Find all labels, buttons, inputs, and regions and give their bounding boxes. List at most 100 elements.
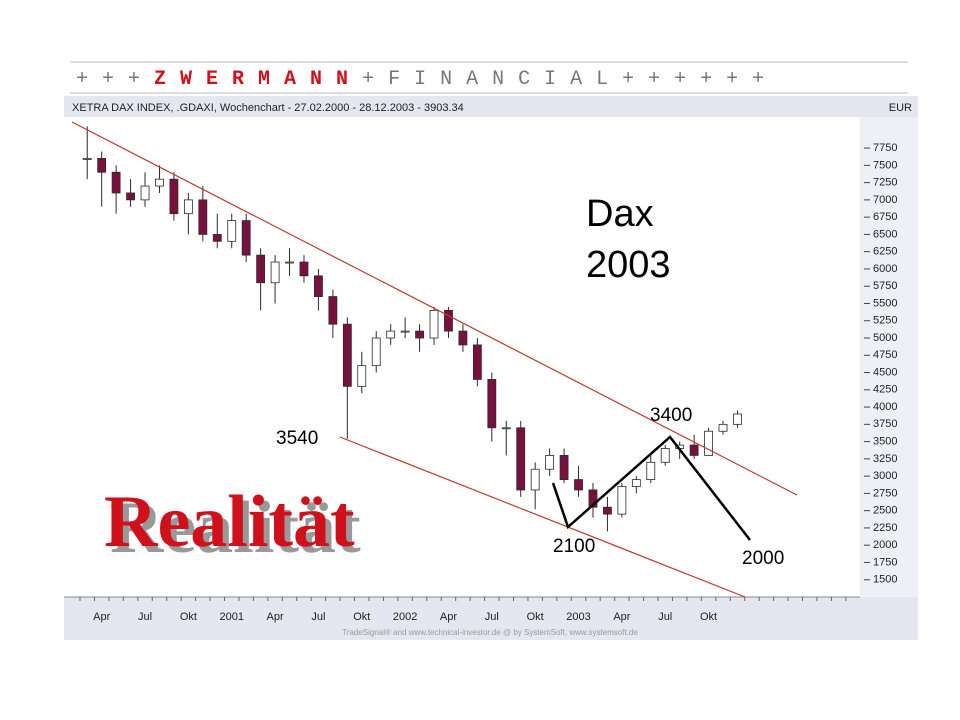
candle-body xyxy=(126,192,135,201)
y-tick-label: 3000 xyxy=(873,470,897,482)
candle-body xyxy=(603,506,612,515)
header-brand: Z W E R M A N N xyxy=(154,68,349,91)
y-tick-label: 4500 xyxy=(873,366,897,378)
x-tick-label: Okt xyxy=(700,611,717,623)
candle-body xyxy=(241,220,251,256)
candle-body xyxy=(328,296,338,325)
y-tick-label: 4000 xyxy=(873,401,897,413)
x-tick-label: Jul xyxy=(138,611,152,623)
y-tick-label: 2000 xyxy=(873,539,897,551)
y-tick-label: 4250 xyxy=(873,384,897,396)
chart-title: XETRA DAX INDEX, .GDAXI, Wochenchart - 2… xyxy=(72,102,464,114)
y-tick-label: 3750 xyxy=(873,418,897,430)
candle-body xyxy=(444,309,453,332)
candle-body xyxy=(270,261,280,284)
y-tick-label: 6000 xyxy=(873,263,897,275)
candle-body xyxy=(574,479,583,491)
headline-shadow: Realität xyxy=(110,487,361,569)
candle-body xyxy=(155,178,164,187)
x-tick-label: 2003 xyxy=(566,611,590,623)
y-tick-label: 6750 xyxy=(873,211,897,223)
x-tick-label: Okt xyxy=(353,611,370,623)
annotation: 3400 xyxy=(650,405,692,426)
unit-label: EUR xyxy=(889,102,912,114)
y-axis-area xyxy=(860,117,918,597)
x-tick-label: 2001 xyxy=(219,611,243,623)
y-tick-label: 5250 xyxy=(873,315,897,327)
candle-body xyxy=(82,158,92,160)
candle-body xyxy=(631,479,641,487)
candle-body xyxy=(530,468,540,491)
x-tick-label: Apr xyxy=(613,611,630,623)
candle-body xyxy=(718,423,728,432)
y-tick-label: 6250 xyxy=(873,246,897,258)
y-tick-label: 5750 xyxy=(873,280,897,292)
candle-body xyxy=(227,220,237,242)
candle-body xyxy=(386,330,396,339)
candle-body xyxy=(212,234,222,242)
x-tick-label: Jul xyxy=(485,611,499,623)
upper-trend-line xyxy=(71,121,798,496)
candle-body xyxy=(400,330,410,333)
x-tick-label: Jul xyxy=(658,611,672,623)
projection-line xyxy=(551,435,751,541)
note-line: Dax xyxy=(586,193,654,235)
y-tick-label: 2250 xyxy=(873,522,897,534)
y-tick-label: 3250 xyxy=(873,453,897,465)
candle-body xyxy=(559,455,569,480)
candle-body xyxy=(342,323,352,387)
candle-body xyxy=(169,178,179,215)
candle-body xyxy=(617,486,627,515)
candle-body xyxy=(97,158,107,173)
annotation: 3540 xyxy=(276,428,318,449)
x-tick-label: Okt xyxy=(527,611,544,623)
candle-body xyxy=(314,275,323,297)
y-tick-label: 6500 xyxy=(873,228,897,240)
x-tick-label: Okt xyxy=(180,611,197,623)
footer: TradeSignal® and www.technical-investor.… xyxy=(342,628,638,637)
candle-body xyxy=(516,427,526,491)
candle-body xyxy=(198,199,208,235)
y-tick-label: 7250 xyxy=(873,177,897,189)
candle-body xyxy=(256,254,266,284)
candle-body xyxy=(183,199,193,215)
x-tick-label: 2002 xyxy=(393,611,417,623)
plot-area xyxy=(64,117,860,597)
candle-body xyxy=(689,444,699,456)
candle-body xyxy=(487,379,497,429)
x-tick-label: Apr xyxy=(440,611,457,623)
y-tick-label: 1500 xyxy=(873,574,897,586)
candle-body xyxy=(545,455,555,470)
x-tick-label: Apr xyxy=(267,611,284,623)
y-tick-label: 3500 xyxy=(873,436,897,448)
candle-body xyxy=(140,185,150,201)
marks: 1500 1750 2000 2250 2500 2750 3000 3250 3500 3750… xyxy=(64,126,897,623)
x-tick-label: Apr xyxy=(93,611,110,623)
y-tick-label: 4750 xyxy=(873,349,897,361)
candle-body xyxy=(429,309,439,339)
y-tick-label: 5000 xyxy=(873,332,897,344)
candle-body xyxy=(733,413,742,425)
annotation: 2100 xyxy=(553,536,595,557)
lower-trend-line xyxy=(339,436,746,598)
header-right: + F I N A N C I A L + + + + + + xyxy=(362,68,765,91)
y-tick-label: 7500 xyxy=(873,159,897,171)
candle-body xyxy=(299,261,309,277)
candle-body xyxy=(285,261,294,264)
candle-body xyxy=(357,365,367,387)
y-tick-label: 1750 xyxy=(873,556,897,568)
header-left: + + + Z W E R M A N N + F I N A N C I A … xyxy=(76,68,765,91)
candle-body xyxy=(704,430,713,456)
note-line: 2003 xyxy=(586,244,671,286)
annotation: 2000 xyxy=(742,548,784,569)
candle-body xyxy=(646,461,656,480)
candle-body xyxy=(415,330,424,339)
header-left: + + + xyxy=(76,68,141,91)
x-tick-label: Jul xyxy=(311,611,325,623)
candle-body xyxy=(501,427,511,430)
candle-body xyxy=(660,448,670,463)
y-tick-label: 5500 xyxy=(873,297,897,309)
candle-body xyxy=(472,344,482,380)
candle-body xyxy=(371,337,381,367)
